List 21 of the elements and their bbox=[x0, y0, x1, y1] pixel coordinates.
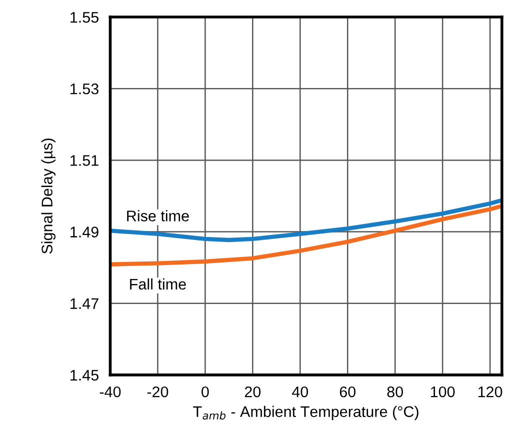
x-tick-label: -20 bbox=[147, 386, 168, 398]
y-tick-label: 1.53 bbox=[70, 83, 98, 94]
x-tick-label: 120 bbox=[478, 386, 502, 398]
x-tick-label: -40 bbox=[100, 386, 121, 398]
series-label: Rise time bbox=[127, 210, 189, 222]
line-series bbox=[110, 198, 502, 242]
y-tick-label: 1.45 bbox=[70, 370, 98, 381]
y-tick-label: 1.51 bbox=[70, 155, 98, 166]
y-tick-label: 1.55 bbox=[70, 12, 98, 23]
x-tick-label: 100 bbox=[430, 386, 455, 398]
x-tick-label: 60 bbox=[340, 386, 356, 398]
x-tick-label: 20 bbox=[244, 386, 261, 398]
x-tick-label: 0 bbox=[202, 386, 209, 398]
x-tick-label: 80 bbox=[387, 386, 403, 398]
line-series bbox=[110, 204, 502, 266]
x-tick-label: 40 bbox=[292, 386, 308, 398]
series-label: Fall time bbox=[130, 278, 186, 290]
x-axis-title: T$_{amb}$ - Ambient Temperature (°C) bbox=[193, 406, 418, 420]
y-tick-label: 1.49 bbox=[70, 226, 98, 238]
y-tick-label: 1.47 bbox=[70, 298, 98, 309]
y-axis-title: Signal Delay (µs) bbox=[41, 138, 56, 254]
